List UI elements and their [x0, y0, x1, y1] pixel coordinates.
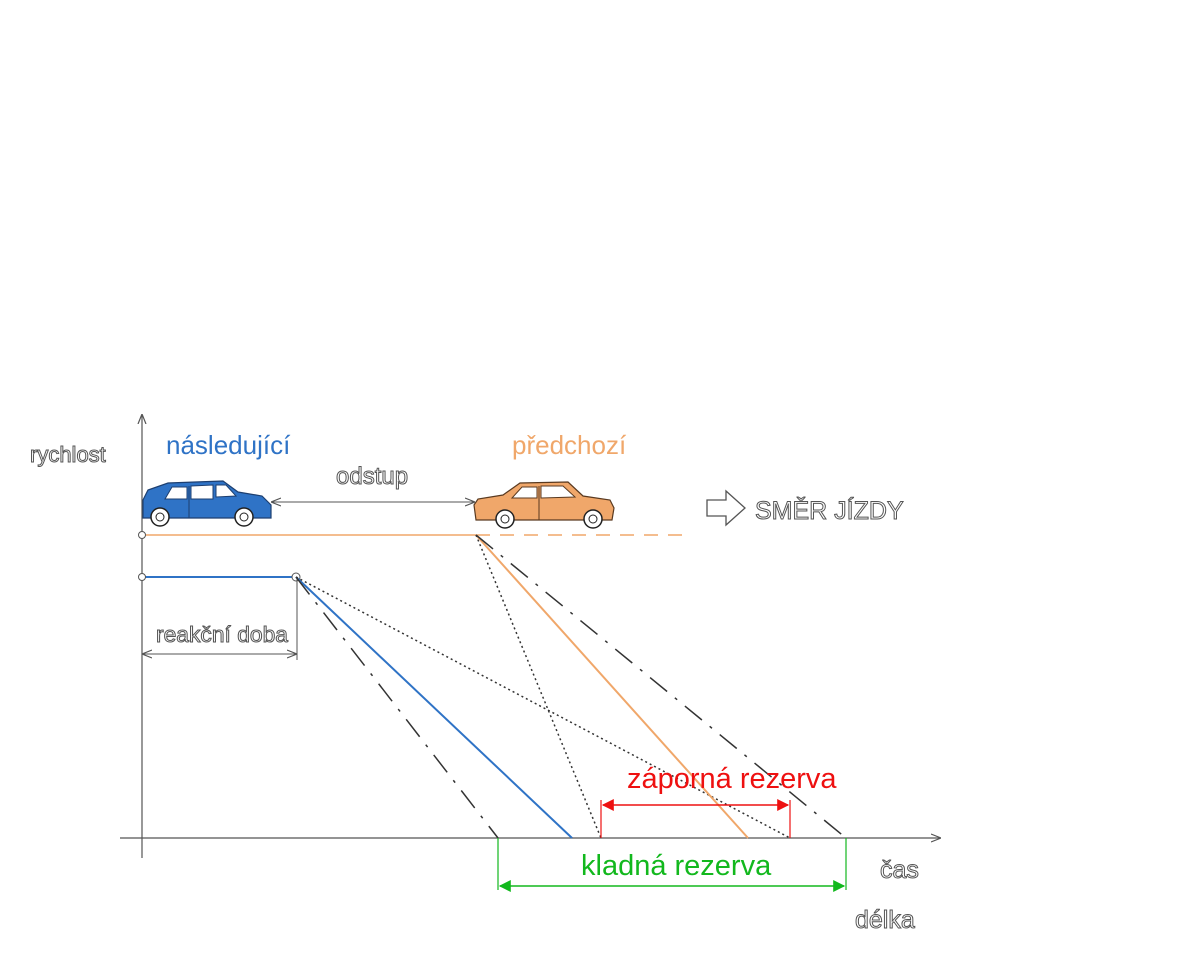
direction-indicator: SMĚR JÍZDY [706, 489, 904, 527]
direction-label: SMĚR JÍZDY [755, 496, 904, 525]
negative-reserve-label: záporná rezerva [627, 763, 837, 795]
orange-car-icon [473, 481, 615, 529]
negative-reserve-dimension: záporná rezerva [600, 763, 837, 838]
positive-reserve-label: kladná rezerva [581, 850, 772, 882]
axes [120, 415, 940, 858]
preceding-car-label: předchozí [512, 430, 627, 460]
gap-dimension: odstup [272, 463, 474, 502]
preceding-braking-dotted [475, 534, 602, 839]
preceding-braking-dashed [475, 534, 847, 839]
preceding-braking-line [475, 534, 749, 839]
outline-arrow-right-icon [706, 489, 746, 527]
following-start-point [138, 573, 146, 581]
reaction-time-label: reakční doba [156, 622, 289, 647]
following-braking-line [295, 576, 573, 839]
y-axis-label: rychlost [30, 442, 106, 467]
following-car-label: následující [166, 430, 291, 460]
following-braking-dashed [295, 576, 499, 839]
x-axis-label-length: délka [855, 906, 915, 934]
gap-label: odstup [336, 463, 408, 490]
reaction-time-dimension: reakční doba [143, 577, 298, 660]
positive-reserve-dimension: kladná rezerva [497, 838, 847, 892]
preceding-start-point [138, 531, 146, 539]
following-braking-dotted [295, 576, 791, 839]
blue-car-icon [142, 480, 272, 527]
x-axis-label-time: čas [880, 856, 919, 884]
